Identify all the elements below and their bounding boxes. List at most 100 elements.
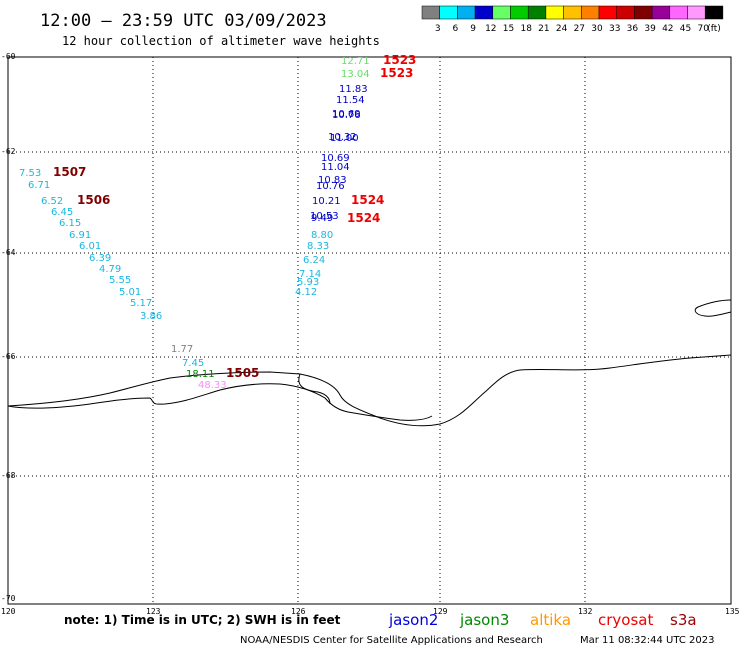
lat-label: -62 xyxy=(1,147,16,156)
legend-swatch xyxy=(545,5,564,20)
swh-value: 48.33 xyxy=(198,380,227,391)
swh-value: 10.76 xyxy=(332,110,361,121)
lat-label: -64 xyxy=(1,248,16,257)
swh-value: 6.91 xyxy=(69,230,91,241)
satellite-name: cryosat xyxy=(598,611,653,629)
satellite-name: jason3 xyxy=(459,611,509,629)
legend-swatch xyxy=(527,5,547,20)
swh-value: 10.32 xyxy=(328,132,357,143)
map-subtitle: 12 hour collection of altimeter wave hei… xyxy=(62,34,380,48)
pass-time-label: 1507 xyxy=(53,165,86,179)
swh-value: 10.69 xyxy=(332,109,361,120)
legend-label: 30 xyxy=(591,24,603,34)
swh-value: 5.93 xyxy=(297,277,319,288)
legend-swatch xyxy=(651,5,671,20)
lon-label: 132 xyxy=(578,607,593,616)
swh-value: 10.76 xyxy=(316,181,345,192)
plot-frame xyxy=(7,56,732,605)
legend-swatch xyxy=(616,5,635,20)
track-labels: 12.7113.0411.8311.5410.7610.6911.0010.32… xyxy=(19,53,416,391)
swh-value: 6.15 xyxy=(59,218,81,229)
footnote: note: 1) Time is in UTC; 2) SWH is in fe… xyxy=(64,613,341,627)
pass-time-label: 1505 xyxy=(226,366,259,380)
legend-label: 24 xyxy=(556,24,568,34)
generated-timestamp: Mar 11 08:32:44 UTC 2023 xyxy=(580,635,715,646)
pass-time-label: 1524 xyxy=(347,211,380,225)
satellite-name: s3a xyxy=(670,611,697,629)
swh-value: 1.77 xyxy=(171,344,193,355)
swh-value: 5.17 xyxy=(130,298,152,309)
legend-swatch xyxy=(669,5,688,20)
pass-time-label: 1523 xyxy=(380,66,413,80)
swh-value: 4.79 xyxy=(99,264,121,275)
legend-swatch xyxy=(598,5,617,20)
legend-label: 21 xyxy=(538,24,549,34)
swh-value: 6.52 xyxy=(41,196,63,207)
swh-value: 8.80 xyxy=(311,230,333,241)
swh-value: 7.53 xyxy=(19,168,41,179)
swh-value: 6.45 xyxy=(51,207,73,218)
legend-label: 70 xyxy=(697,24,709,34)
legend-label: 33 xyxy=(609,24,620,34)
satellite-legend: jason2 jason3 altika cryosat s3a xyxy=(388,611,697,629)
lon-label: 123 xyxy=(146,607,161,616)
legend-label: 6 xyxy=(453,24,459,34)
legend-swatch xyxy=(439,5,458,20)
graticule xyxy=(8,57,731,604)
legend-label: 36 xyxy=(627,24,639,34)
legend-label: 42 xyxy=(662,24,673,34)
legend-label: 27 xyxy=(574,24,585,34)
swh-value: 4.12 xyxy=(295,287,317,298)
swh-value: 11.54 xyxy=(336,95,365,106)
swh-value: 11.83 xyxy=(339,84,368,95)
swh-value: 3.86 xyxy=(140,311,162,322)
legend-label: 39 xyxy=(644,24,656,34)
pass-time-label: 1524 xyxy=(351,193,384,207)
lon-label: 129 xyxy=(433,607,448,616)
lat-label: -70 xyxy=(1,594,16,603)
lat-label: -68 xyxy=(1,471,16,480)
swh-value: 8.33 xyxy=(307,241,329,252)
lon-label: 120 xyxy=(1,607,16,616)
swh-value: 10.83 xyxy=(318,175,347,186)
swh-value: 6.24 xyxy=(303,255,325,266)
legend-swatch xyxy=(563,5,582,20)
legend-label: 12 xyxy=(485,24,496,34)
swh-value: 5.01 xyxy=(119,287,141,298)
swh-value: 7.45 xyxy=(182,358,204,369)
pass-time-label: 1523 xyxy=(383,53,416,67)
swh-value: 12.71 xyxy=(341,56,370,67)
legend-label: (ft) xyxy=(707,24,721,34)
pass-time-label: 1506 xyxy=(77,193,110,207)
swh-value: 6.39 xyxy=(89,253,111,264)
legend-swatch xyxy=(581,5,600,20)
satellite-name: altika xyxy=(530,611,571,629)
legend-label: 18 xyxy=(520,24,532,34)
swh-value: 10.21 xyxy=(312,196,341,207)
legend-swatch xyxy=(474,5,494,20)
swh-value: 7.14 xyxy=(299,269,321,280)
swh-value: 10.53 xyxy=(310,211,339,222)
legend-label: 45 xyxy=(680,24,691,34)
swh-value: 6.01 xyxy=(79,241,101,252)
antarctic-coastline xyxy=(7,299,732,427)
lat-label: -66 xyxy=(1,352,16,361)
satellite-name: jason2 xyxy=(388,611,438,629)
legend-swatch xyxy=(687,5,706,20)
swh-value: 10.69 xyxy=(321,153,350,164)
legend-swatch xyxy=(634,5,653,20)
credit-line: NOAA/NESDIS Center for Satellite Applica… xyxy=(240,635,543,646)
swh-value: 9.49 xyxy=(311,213,333,224)
swh-value: 11.04 xyxy=(321,162,350,173)
swh-value: 11.00 xyxy=(330,133,359,144)
legend-swatch xyxy=(492,5,511,20)
swh-value: 5.55 xyxy=(109,275,131,286)
legend-swatch xyxy=(421,5,440,20)
legend-swatch xyxy=(457,5,476,20)
legend-label: 3 xyxy=(435,24,441,34)
swh-value: 13.04 xyxy=(341,69,370,80)
map-title: 12:00 — 23:59 UTC 03/09/2023 xyxy=(40,11,327,31)
wave-height-color-legend: 3 6 9 12 15 18 21 24 27 30 33 36 39 42 45 70(ft) xyxy=(421,5,724,34)
legend-swatch xyxy=(704,5,724,20)
